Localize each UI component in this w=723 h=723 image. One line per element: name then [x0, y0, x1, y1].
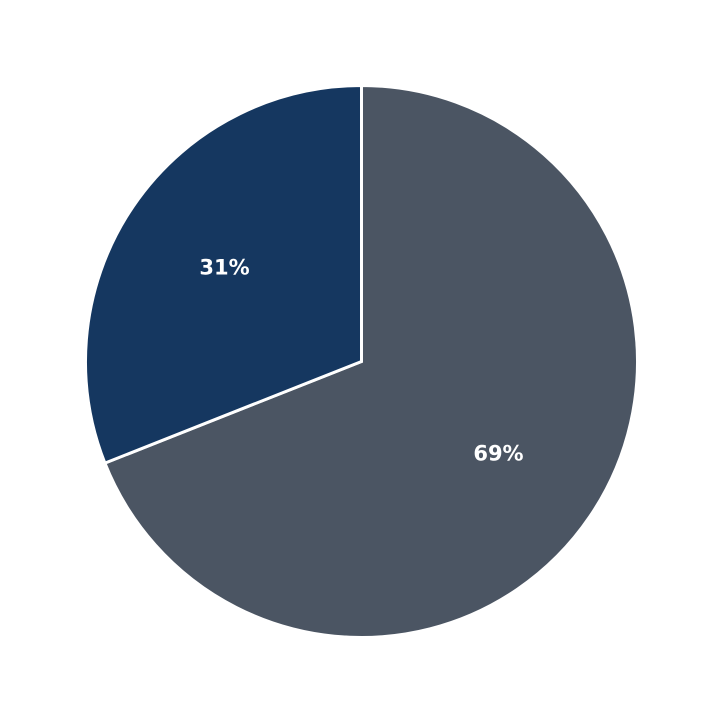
pie-slice-label-0: 69% [473, 442, 523, 466]
pie-slice-0 [102, 83, 639, 639]
pie-labels: 69% 31% [199, 255, 523, 465]
pie-slice-label-1: 31% [199, 255, 249, 279]
pie-slice-1 [84, 83, 363, 466]
pie-slices [84, 83, 639, 639]
